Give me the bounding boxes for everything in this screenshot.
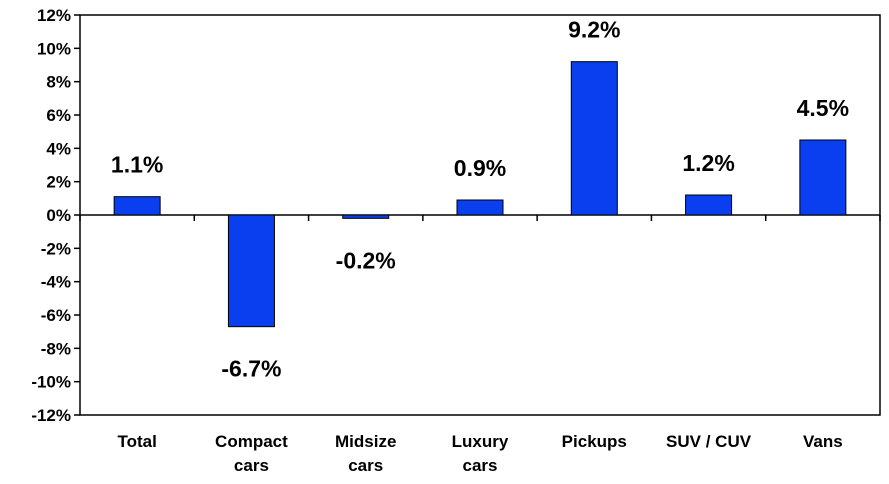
data-labels: 1.1% -6.7% -0.2% 0.9% 9.2% 1.2% 4.5% (111, 17, 849, 382)
y-tick-label: 12% (37, 6, 71, 25)
y-tick-label: 4% (46, 139, 71, 158)
bar (342, 214, 390, 219)
data-label: 0.9% (454, 155, 506, 181)
category-label: Luxury (452, 432, 509, 451)
category-label: Vans (803, 432, 843, 451)
y-tick-label: -2% (41, 239, 71, 258)
data-label: 4.5% (797, 95, 849, 121)
x-axis-ticks (79, 215, 881, 221)
data-label: 9.2% (568, 17, 620, 43)
bars (113, 61, 847, 328)
bar (113, 196, 161, 216)
data-label: 1.1% (111, 152, 163, 178)
y-tick-label: 2% (46, 173, 71, 192)
y-tick-label: 8% (46, 73, 71, 92)
y-tick-label: -4% (41, 273, 71, 292)
bar (799, 139, 847, 216)
category-label: Compact (215, 432, 288, 451)
category-label: Pickups (562, 432, 627, 451)
category-label: cars (348, 456, 383, 475)
category-label: Total (117, 432, 156, 451)
data-label: -0.2% (336, 247, 396, 273)
y-tick-label: -12% (31, 406, 71, 425)
category-label: Midsize (335, 432, 396, 451)
y-tick-label: 0% (46, 206, 71, 225)
data-label: 1.2% (682, 150, 734, 176)
category-label: SUV / CUV (666, 432, 752, 451)
y-tick-label: 6% (46, 106, 71, 125)
bar (570, 61, 618, 216)
bar (685, 194, 733, 216)
y-tick-label: -6% (41, 306, 71, 325)
category-label: cars (234, 456, 269, 475)
category-label: cars (463, 456, 498, 475)
y-tick-label: -8% (41, 339, 71, 358)
y-tick-label: 10% (37, 39, 71, 58)
bar (456, 199, 504, 216)
y-tick-label: -10% (31, 373, 71, 392)
data-label: -6.7% (221, 356, 281, 382)
y-axis: 12% 10% 8% 6% 4% 2% 0% -2% -4% -6% -8% -10% -12% (31, 6, 80, 425)
x-axis-labels: Total Compact cars Midsize cars Luxury cars Pic… (117, 432, 842, 475)
bar (227, 214, 275, 328)
